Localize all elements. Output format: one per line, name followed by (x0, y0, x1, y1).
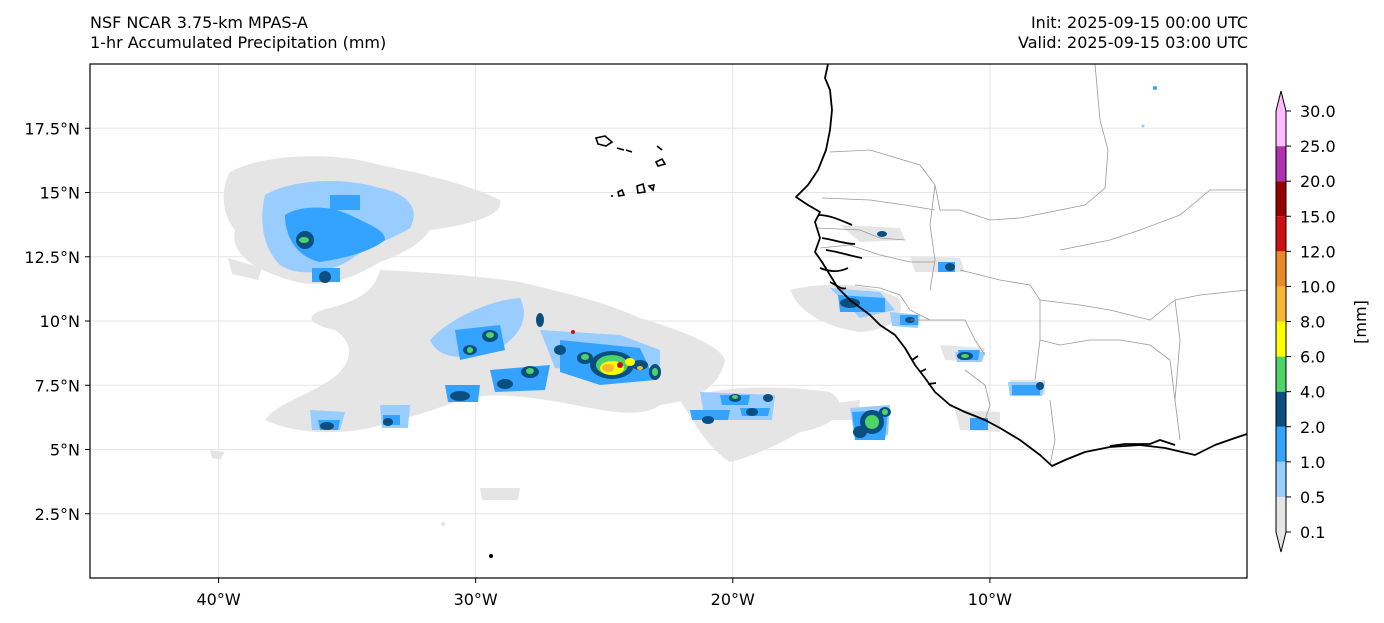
colorbar-tick-label: 15.0 (1300, 207, 1336, 226)
colorbar-swatch (1276, 356, 1286, 392)
field-title: 1-hr Accumulated Precipitation (mm) (90, 33, 387, 52)
precip-field (210, 156, 1045, 500)
colorbar-swatch (1276, 111, 1286, 147)
lat-tick-label: 10°N (40, 312, 80, 331)
gridlines (90, 64, 1247, 578)
lat-tick-label: 7.5°N (35, 376, 80, 395)
axis-ticks: 17.5°N 15°N 12.5°N 10°N 7.5°N 5°N 2.5°N 40°W 30°… (24, 119, 1012, 609)
lat-tick-label: 2.5°N (35, 505, 80, 524)
coastline (795, 64, 1247, 467)
colorbar-swatch (1276, 181, 1286, 217)
cape-verde-islands (594, 135, 667, 197)
colorbar-swatch (1276, 391, 1286, 427)
colorbar-extend-bottom (1276, 532, 1286, 552)
colorbar-swatch (1276, 216, 1286, 252)
colorbar-tick-label: 20.0 (1300, 172, 1336, 191)
lat-tick-label: 5°N (50, 441, 80, 460)
lon-tick-label: 30°W (454, 590, 498, 609)
lat-tick-label: 12.5°N (24, 248, 80, 267)
valid-time: Valid: 2025-09-15 03:00 UTC (1017, 33, 1248, 52)
lon-tick-label: 40°W (196, 590, 240, 609)
precip-level-15.0 (571, 330, 623, 368)
lon-tick-label: 10°W (968, 590, 1012, 609)
model-title: NSF NCAR 3.75-km MPAS-A (90, 13, 308, 32)
chart-header-left: NSF NCAR 3.75-km MPAS-A 1-hr Accumulated… (90, 13, 386, 53)
colorbar-unit-label: [mm] (1351, 300, 1370, 344)
colorbar: 0.1 0.5 1.0 2.0 4.0 6.0 8.0 10.0 12.0 15.0 20.0 25.… (1275, 90, 1370, 553)
chart-header-right: Init: 2025-09-15 00:00 UTC Valid: 2025-0… (1018, 13, 1248, 53)
colorbar-tick-label: 0.5 (1300, 488, 1325, 507)
colorbar-tick-label: 8.0 (1300, 313, 1325, 332)
small-precip-specks (441, 86, 1157, 526)
colorbar-tick-label: 0.1 (1300, 523, 1325, 542)
colorbar-swatch (1276, 146, 1286, 182)
country-borders (817, 64, 1247, 466)
precip-level-8.0 (602, 364, 643, 372)
colorbar-swatch (1276, 251, 1286, 287)
init-time: Init: 2025-09-15 00:00 UTC (1030, 13, 1248, 32)
colorbar-swatch (1276, 496, 1286, 532)
colorbar-swatch (1276, 461, 1286, 497)
colorbar-tick-label: 12.0 (1300, 242, 1336, 261)
lat-tick-label: 17.5°N (24, 119, 80, 138)
colorbar-tick-label: 10.0 (1300, 277, 1336, 296)
colorbar-tick-label: 30.0 (1300, 102, 1336, 121)
colorbar-tick-label: 1.0 (1300, 453, 1325, 472)
colorbar-swatch (1276, 286, 1286, 322)
colorbar-swatch (1276, 321, 1286, 357)
colorbar-swatch (1276, 426, 1286, 462)
colorbar-tick-label: 2.0 (1300, 418, 1325, 437)
colorbar-tick-label: 6.0 (1300, 348, 1325, 367)
lon-tick-label: 20°W (711, 590, 755, 609)
small-features (489, 554, 493, 558)
lat-tick-label: 15°N (40, 184, 80, 203)
colorbar-tick-label: 4.0 (1300, 383, 1325, 402)
colorbar-tick-label: 25.0 (1300, 137, 1336, 156)
